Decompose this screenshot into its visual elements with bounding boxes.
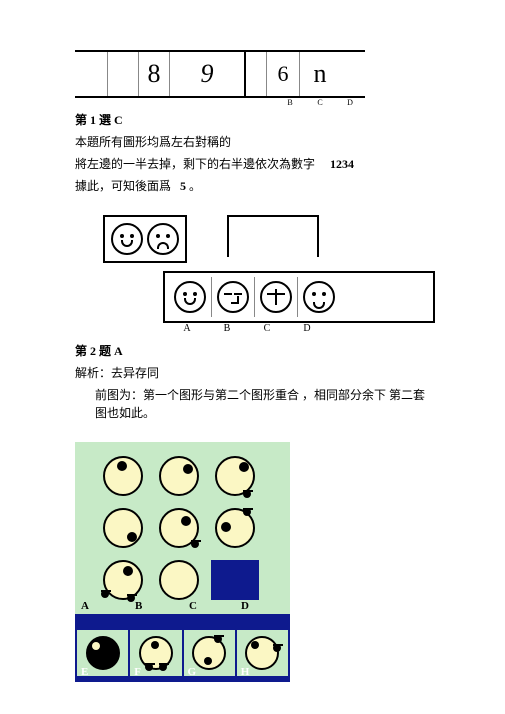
q2-label: B (207, 323, 247, 334)
q2-box-left (103, 215, 187, 263)
ball-icon (103, 456, 143, 496)
q2-title: 第 2 题 A (75, 342, 435, 360)
ball-icon (159, 456, 199, 496)
q1-text-part: 。 (189, 179, 201, 193)
q3-blank (211, 560, 259, 600)
q1-text-bold: 5 (180, 179, 186, 193)
q2-labels: A B C D (167, 323, 435, 334)
q2-figure: A B C D (103, 215, 435, 334)
q1-cell (108, 52, 139, 96)
q3-label: H (241, 666, 250, 678)
q1-cell: 8 (139, 52, 170, 96)
q1-text-part: 據此，可知後面爲 (75, 179, 171, 193)
ball-icon (159, 508, 199, 548)
q3-label: B (135, 600, 142, 612)
q1-cell (246, 52, 267, 96)
q2-options-box (163, 271, 435, 323)
face-icon (217, 281, 249, 313)
q1-text-part: 將左邊的一半去掉，剩下的右半邊依次為數字 (75, 157, 315, 171)
q3-label: G (188, 666, 197, 678)
ball-icon (139, 636, 173, 670)
q3-label: D (241, 600, 249, 612)
q1-sub-c: C (305, 98, 335, 107)
ball-icon (159, 560, 199, 600)
q2-text: 前图为：第一个图形与第二个图形重合 ，相同部分余下 第二套图也如此。 (75, 386, 435, 422)
q3-label: E (81, 666, 88, 678)
q2-text: 解析：去异存同 (75, 364, 435, 382)
ball-icon (103, 508, 143, 548)
q1-text: 將左邊的一半去掉，剩下的右半邊依次為數字 1234 (75, 155, 435, 173)
q3-opt: F (130, 630, 181, 676)
face-icon (260, 281, 292, 313)
ball-icon (86, 636, 120, 670)
q3-options: E F G (75, 628, 290, 682)
q3-label: F (134, 666, 141, 678)
q1-title: 第 1 選 C (75, 111, 435, 129)
q2-label: A (167, 323, 207, 334)
q3-figure: A B C D E F (75, 442, 290, 682)
q1-sub-d: D (335, 98, 365, 107)
ball-icon (215, 456, 255, 496)
ball-icon (192, 636, 226, 670)
face-icon (111, 223, 143, 255)
q1-text-bold: 1234 (330, 157, 354, 171)
ball-icon (103, 560, 143, 600)
q3-opt: G (184, 630, 235, 676)
q1-cell: 9 (170, 52, 246, 96)
face-icon (174, 281, 206, 313)
q3-opt: H (237, 630, 288, 676)
q1-cell: n (300, 52, 340, 96)
q2-box-right (227, 215, 319, 257)
q1-sublabels: B C D (75, 98, 365, 107)
q1-figure: 8 9 6 n (75, 50, 365, 98)
q1-text: 本題所有圖形均爲左右對稱的 (75, 133, 435, 151)
face-icon (147, 223, 179, 255)
ball-icon (245, 636, 279, 670)
q1-cell: 6 (267, 52, 300, 96)
ball-icon (215, 508, 255, 548)
q3-opt: E (77, 630, 128, 676)
q2-label: D (287, 323, 327, 334)
q3-grid (75, 442, 290, 614)
q3-label: C (189, 600, 197, 612)
q1-cell (75, 52, 108, 96)
q1-text: 據此，可知後面爲 5 。 (75, 177, 435, 195)
q2-label: C (247, 323, 287, 334)
q1-sub-b: B (275, 98, 305, 107)
face-icon (303, 281, 335, 313)
q3-label: A (81, 600, 89, 612)
